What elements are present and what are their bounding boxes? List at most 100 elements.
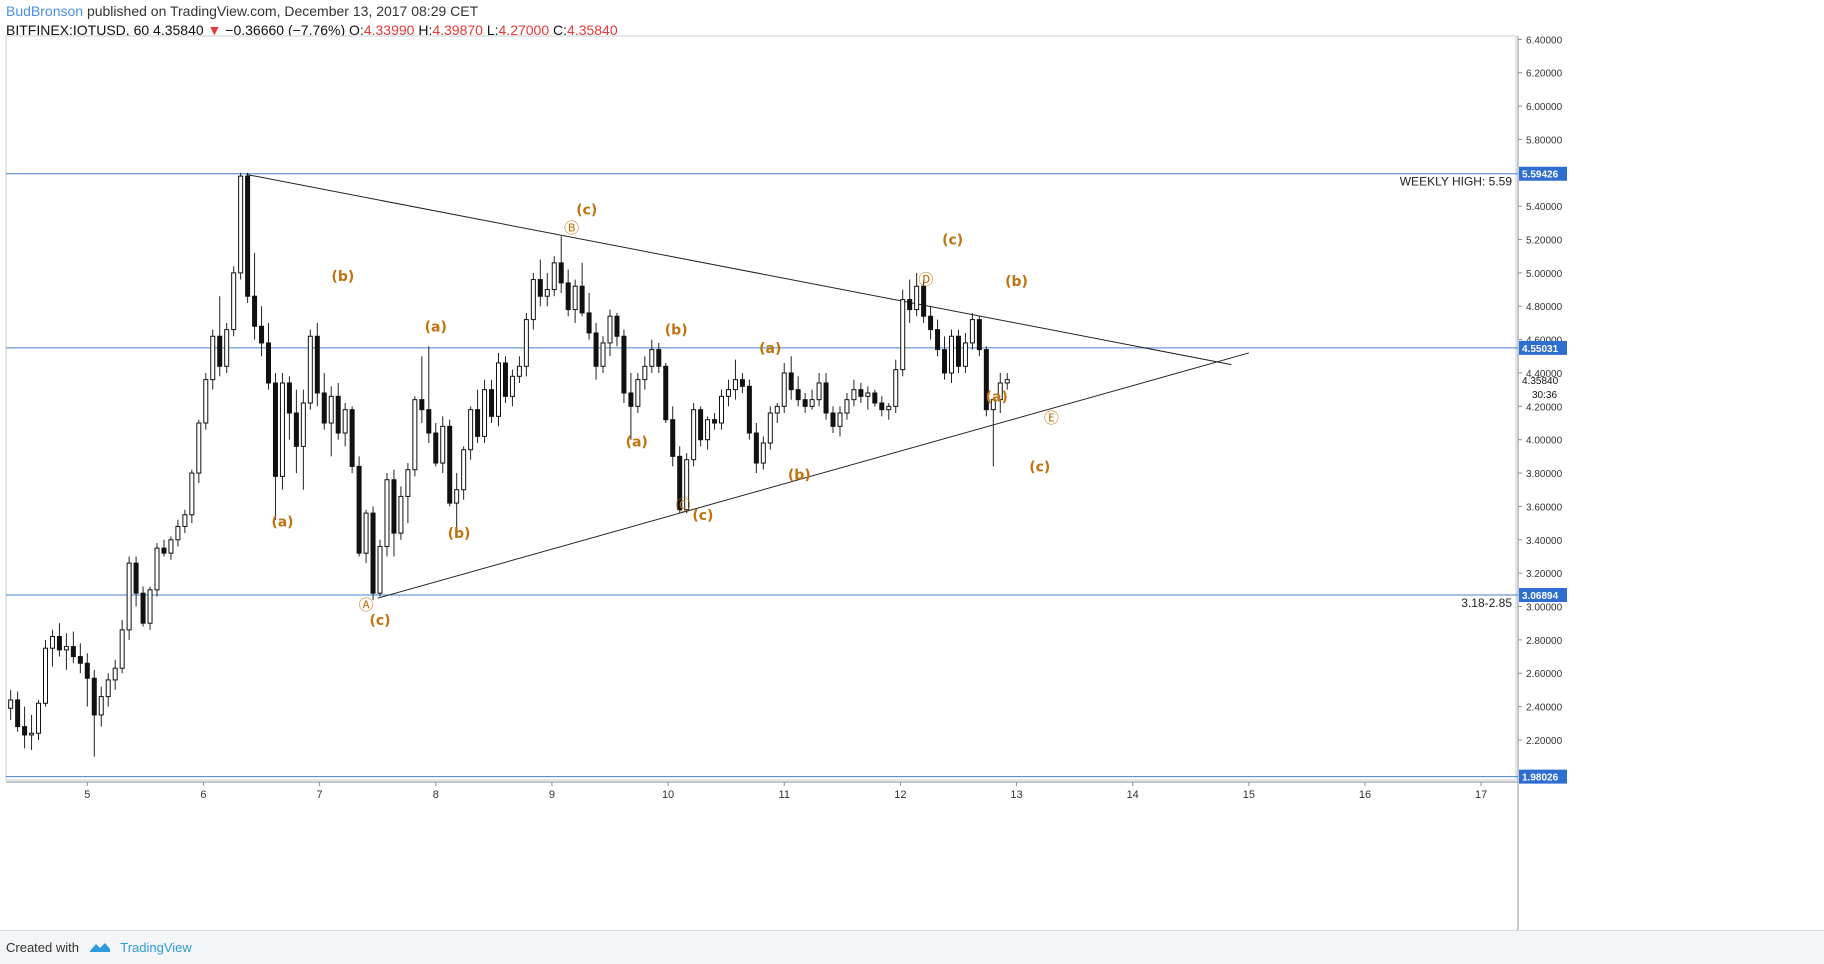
- candle-down: [802, 399, 808, 407]
- candle-down: [293, 412, 299, 447]
- candle-up: [760, 442, 766, 464]
- x-tick-label: 13: [1010, 789, 1022, 801]
- x-tick-label: 6: [200, 789, 206, 801]
- y-tick-label: 2.60000: [1526, 669, 1563, 680]
- candle-down: [84, 662, 90, 679]
- candle-up: [300, 402, 306, 447]
- publish-info: BudBronson published on TradingView.com,…: [6, 3, 478, 19]
- candle-up: [168, 539, 174, 554]
- candle-down: [56, 636, 62, 651]
- candle-down: [419, 399, 425, 411]
- candle-down: [272, 382, 278, 477]
- low-value: 4.27000: [498, 22, 550, 38]
- candle-up: [224, 329, 230, 367]
- current-price-label: 4.35840: [1522, 376, 1559, 387]
- candle-up: [495, 362, 501, 417]
- candle-up: [63, 646, 69, 651]
- candle-up: [147, 589, 153, 624]
- candle-up: [732, 379, 738, 391]
- elliott-wave-label: (c): [369, 613, 390, 629]
- candle-down: [558, 262, 564, 284]
- y-tick-label: 4.00000: [1526, 436, 1563, 447]
- candle-down: [823, 382, 829, 414]
- high-value: 4.39870: [432, 22, 483, 38]
- author-link[interactable]: BudBronson: [6, 3, 84, 19]
- candle-down: [579, 285, 585, 314]
- price-chart[interactable]: 6.40000 6.20000 6.00000 5.80000 5.40000 5.200…: [0, 0, 1824, 930]
- candle-up: [774, 405, 780, 414]
- candle-up: [684, 459, 690, 511]
- y-tick-label: 5.80000: [1526, 135, 1563, 146]
- symbol-line[interactable]: BITFINEX:IOTUSD, 60: [6, 22, 150, 38]
- low-label: L:: [486, 22, 499, 38]
- candle-up: [189, 472, 195, 516]
- y-tick-label: 4.80000: [1526, 302, 1563, 313]
- candle-up: [384, 479, 390, 547]
- x-tick-label: 11: [779, 789, 790, 801]
- candle-down: [712, 419, 718, 424]
- x-tick-label: 15: [1243, 789, 1255, 801]
- candle-up: [342, 409, 348, 434]
- elliott-wave-label: (b): [448, 526, 471, 542]
- elliott-wave-label: (c): [576, 202, 597, 218]
- candle-up: [440, 425, 446, 464]
- candle-up: [948, 335, 954, 374]
- candle-up: [886, 405, 892, 411]
- symbol-info: BITFINEX:IOTUSD, 60 4.35840 ▼ −0.36660 (…: [6, 22, 618, 38]
- tradingview-logo-icon: [89, 943, 110, 952]
- candle-up: [105, 679, 111, 698]
- candle-down: [259, 325, 265, 344]
- candle-up: [98, 696, 104, 716]
- candle-down: [746, 385, 752, 434]
- candle-up: [530, 279, 536, 321]
- x-tick-label: 12: [894, 789, 906, 801]
- y-tick-label: 5.40000: [1526, 202, 1563, 213]
- candle-up: [649, 349, 655, 367]
- level-price-label: 5.59426: [1522, 170, 1559, 181]
- candle-up: [36, 702, 42, 734]
- candle-up: [725, 389, 731, 397]
- candle-up: [238, 175, 244, 274]
- y-tick-label: 2.20000: [1526, 736, 1563, 747]
- candle-down: [286, 382, 292, 414]
- open-value: 4.33990: [363, 22, 415, 38]
- candle-down: [621, 335, 627, 394]
- elliott-wave-label: (a): [626, 434, 648, 450]
- candle-up: [767, 412, 773, 444]
- candle-up: [544, 289, 550, 297]
- candle-down: [830, 412, 836, 427]
- candle-up: [837, 412, 843, 427]
- candle-up: [851, 389, 857, 401]
- y-tick-label: 3.00000: [1526, 603, 1563, 614]
- candle-up: [990, 399, 996, 411]
- candle-down: [586, 312, 592, 334]
- candle-up: [412, 399, 418, 471]
- elliott-wave-label: (c): [1029, 459, 1050, 475]
- y-tick-label: 3.40000: [1526, 536, 1563, 547]
- candle-down: [983, 349, 989, 411]
- candle-up: [461, 449, 467, 491]
- candle-up: [307, 335, 313, 404]
- candle-up: [572, 285, 578, 311]
- footer-bar: Created with TradingView: [0, 930, 1824, 964]
- level-price-label: 1.98026: [1522, 773, 1559, 784]
- level-price-badge: [1519, 769, 1567, 784]
- x-tick-label: 14: [1127, 789, 1139, 801]
- y-tick-label: 3.20000: [1526, 569, 1563, 580]
- level-annotation: WEEKLY HIGH: 5.59: [1400, 175, 1513, 189]
- candle-up: [482, 389, 488, 437]
- candle-up: [997, 382, 1003, 401]
- candle-up: [398, 495, 404, 534]
- tradingview-link[interactable]: TradingView: [120, 940, 192, 955]
- candle-up: [468, 409, 474, 451]
- candle-down: [433, 432, 439, 464]
- candle-up: [719, 395, 725, 424]
- candle-up: [607, 315, 613, 344]
- candle-up: [363, 512, 369, 554]
- y-tick-label: 2.40000: [1526, 703, 1563, 714]
- candle-down: [921, 285, 927, 317]
- candle-up: [210, 335, 216, 381]
- footer-credit: Created with TradingView: [6, 940, 192, 955]
- candle-up: [551, 262, 557, 291]
- candle-up: [962, 342, 968, 367]
